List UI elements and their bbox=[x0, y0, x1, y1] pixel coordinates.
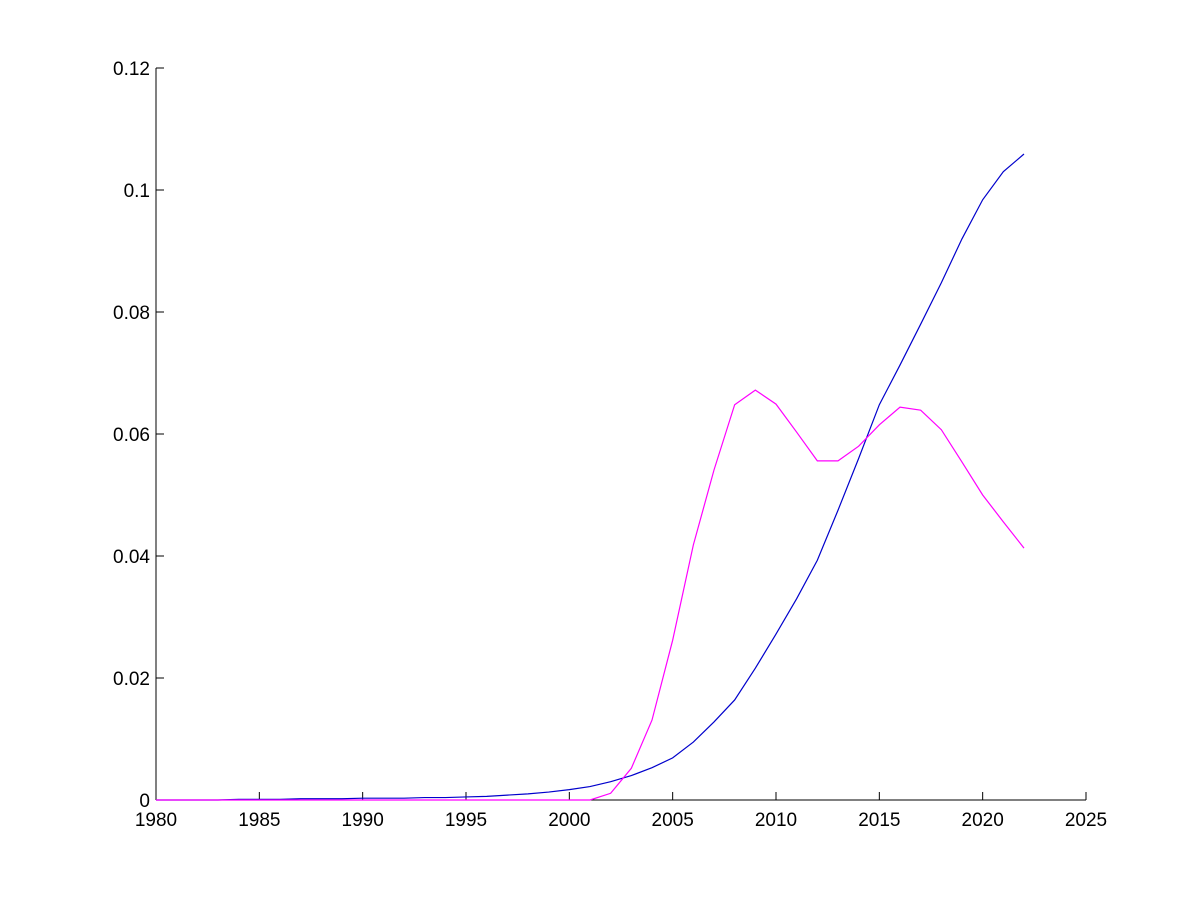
x-tick-label: 2010 bbox=[755, 810, 797, 831]
x-tick-label: 2005 bbox=[652, 810, 694, 831]
x-tick-label: 2020 bbox=[962, 810, 1004, 831]
y-tick-label: 0.1 bbox=[124, 181, 150, 202]
y-tick-label: 0.08 bbox=[113, 303, 150, 324]
y-tick-label: 0 bbox=[139, 791, 150, 812]
y-tick-label: 0.04 bbox=[113, 547, 150, 568]
y-tick-label: 0.12 bbox=[113, 59, 150, 80]
y-tick-label: 0.06 bbox=[113, 425, 150, 446]
x-tick-label: 2015 bbox=[858, 810, 900, 831]
x-tick-label: 1985 bbox=[238, 810, 280, 831]
x-tick-label: 2025 bbox=[1065, 810, 1107, 831]
series-line bbox=[156, 389, 1025, 801]
x-tick-label: 1980 bbox=[135, 810, 177, 831]
series-line bbox=[156, 153, 1025, 801]
y-tick-label: 0.02 bbox=[113, 669, 150, 690]
x-tick-label: 1990 bbox=[342, 810, 384, 831]
x-tick-label: 2000 bbox=[548, 810, 590, 831]
x-tick-label: 1995 bbox=[445, 810, 487, 831]
